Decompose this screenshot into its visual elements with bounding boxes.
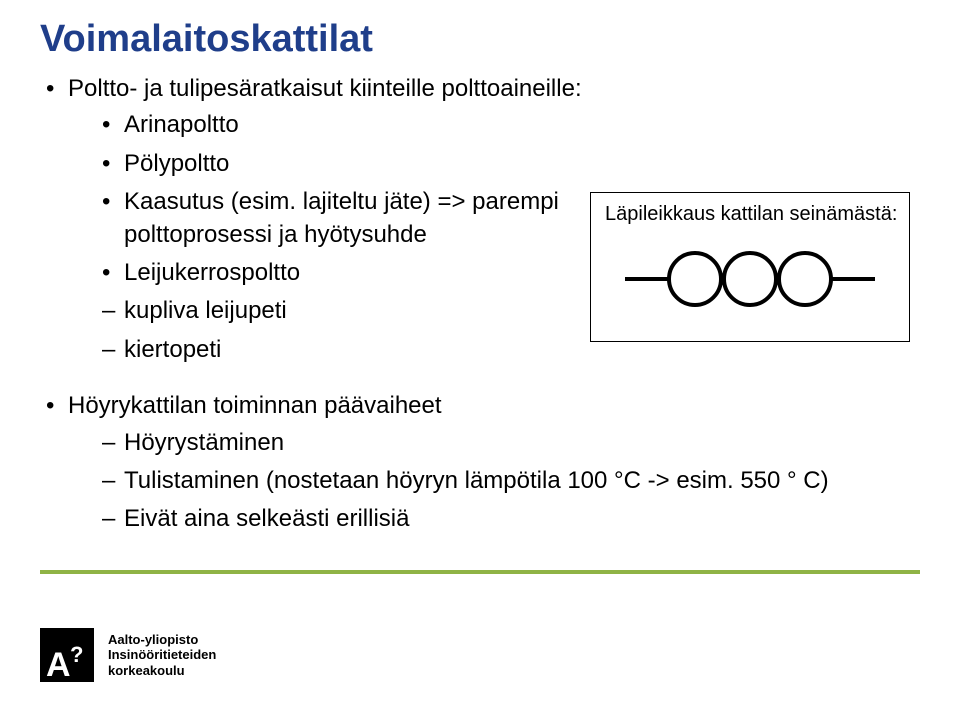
bullet-main-2-text: Höyrykattilan toiminnan päävaiheet [68,392,442,419]
footer-line-3: korkeakoulu [108,663,216,679]
bullet2-sub-1: Höyrystäminen [68,427,920,459]
bullet-main-1-text: Poltto- ja tulipesäratkaisut kiinteille … [68,75,582,102]
logo-letter: A [46,648,71,682]
bullet-sub-3: Kaasutus (esim. lajiteltu jäte) => parem… [68,186,598,251]
divider-line [40,570,920,574]
bullet2-sub-2: Tulistaminen (nostetaan höyryn lämpötila… [68,465,920,497]
slide: Voimalaitoskattilat Poltto- ja tulipesär… [0,0,960,710]
spacer [40,372,920,390]
bullet2-sub-3: Eivät aina selkeästi erillisiä [68,503,920,535]
figure-label: Läpileikkaus kattilan seinämästä: [605,203,895,226]
footer-text: Aalto-yliopisto Insinööritieteiden korke… [108,632,216,679]
cross-section-svg [625,244,875,314]
bullet-main-2: Höyrykattilan toiminnan päävaiheet Höyry… [40,390,920,536]
logo-symbol: ? [70,644,83,666]
cross-section-figure: Läpileikkaus kattilan seinämästä: [590,192,910,342]
bullet-list-2: Höyrykattilan toiminnan päävaiheet Höyry… [40,390,920,536]
footer: A ? Aalto-yliopisto Insinööritieteiden k… [40,628,216,682]
footer-line-2: Insinööritieteiden [108,647,216,663]
footer-line-1: Aalto-yliopisto [108,632,216,648]
aalto-logo-icon: A ? [40,628,94,682]
bullet-sub-2: Pölypoltto [68,148,920,180]
slide-title: Voimalaitoskattilat [40,18,920,61]
bullet-sub-1: Arinapoltto [68,109,920,141]
sublist-2: Höyrystäminen Tulistaminen (nostetaan hö… [68,427,920,536]
